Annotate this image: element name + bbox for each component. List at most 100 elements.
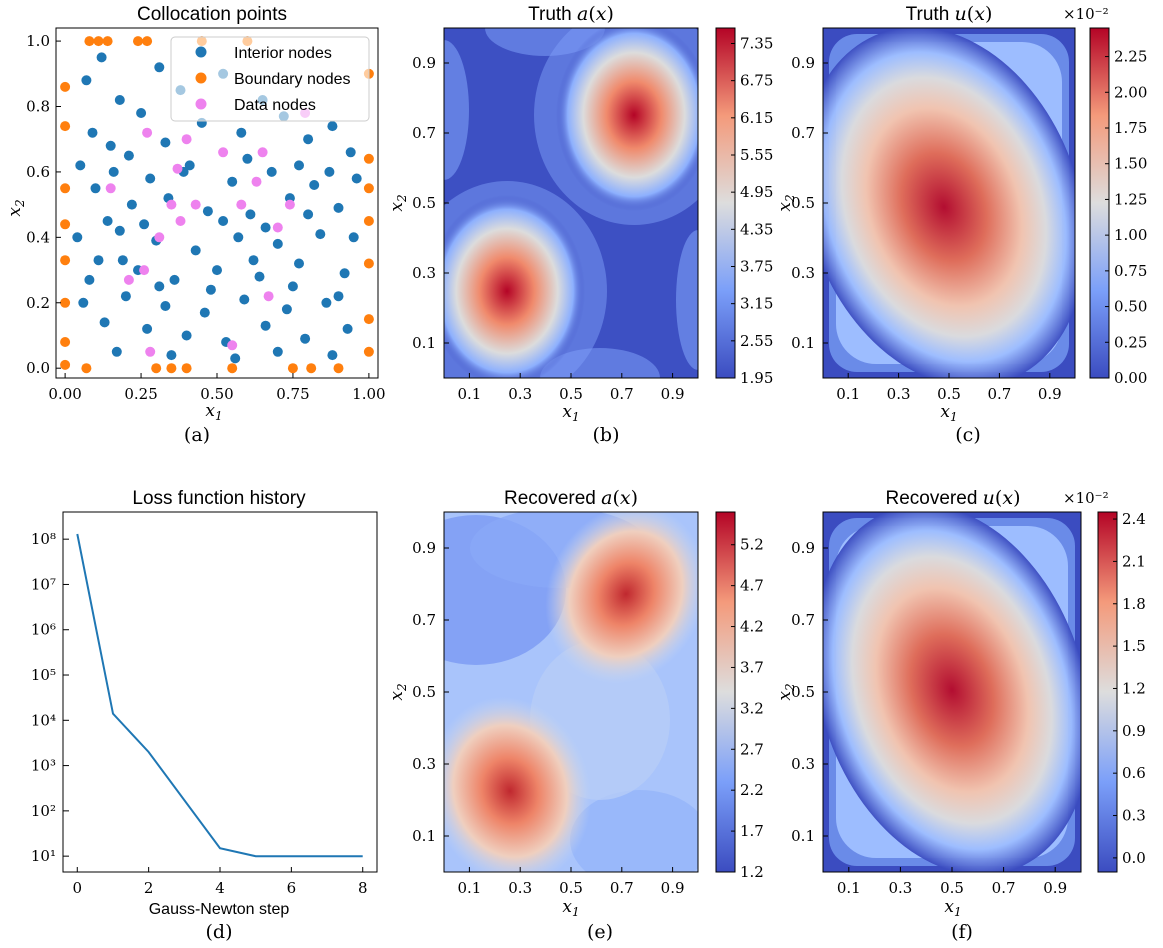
caption-d: (d): [206, 921, 233, 943]
chart-title-a: Collocation points: [137, 4, 287, 25]
colorbar-tick-label: 2.4: [1122, 510, 1146, 528]
scatter-point-interior-nodes: [160, 137, 171, 148]
scatter-point-interior-nodes: [327, 121, 338, 132]
scatter-point-interior-nodes: [108, 166, 119, 177]
scatter-point-interior-nodes: [315, 229, 326, 240]
scatter-point-interior-nodes: [126, 199, 137, 210]
chart-title-d: Loss function history: [132, 488, 306, 509]
x-tick-label: 0.9: [1043, 879, 1067, 897]
scale-label-c: ×10⁻²: [1063, 5, 1109, 23]
colorbar-tick-label: 5.2: [740, 536, 764, 554]
legend-marker-interior: [195, 46, 207, 58]
colorbar-tick-label: 2.55: [740, 332, 773, 350]
scatter-point-boundary-nodes: [363, 183, 374, 194]
colorbar-tick-label: 0.9: [1122, 722, 1146, 740]
scatter-point-boundary-nodes: [81, 363, 92, 374]
caption-b: (b): [593, 424, 620, 446]
scatter-point-data-nodes: [145, 346, 156, 357]
x-tick-label: 0.25: [124, 385, 157, 403]
caption-a: (a): [184, 424, 210, 446]
chart-title-c: Truth u(x): [906, 3, 993, 25]
heatmap-f: [823, 512, 1081, 872]
scatter-point-interior-nodes: [72, 232, 83, 243]
scatter-point-boundary-nodes: [133, 36, 143, 47]
scatter-point-data-nodes: [154, 232, 165, 243]
legend-marker-data: [195, 98, 207, 110]
scatter-point-interior-nodes: [120, 291, 131, 302]
y-tick-label: 0.9: [791, 54, 815, 72]
y-tick-label: 10⁶: [31, 621, 56, 639]
scatter-point-data-nodes: [175, 216, 186, 226]
x-tick-label: 0.7: [987, 385, 1011, 403]
colorbar-tick-label: 1.2: [740, 863, 764, 881]
scatter-point-boundary-nodes: [166, 363, 177, 374]
y-tick-label: 0.5: [412, 194, 436, 212]
y-tick-label: 0.5: [791, 194, 815, 212]
scatter-point-interior-nodes: [81, 75, 92, 86]
colorbar-tick-label: 4.7: [740, 577, 764, 595]
x-axis-label-f: x1: [944, 897, 961, 919]
panel-loss-history: Loss function history 0 2 4 6 8 10¹ 10² 10³ 10⁴ 1…: [31, 488, 378, 943]
y-tick-label: 0.7: [791, 611, 815, 629]
y-tick-label: 0.3: [791, 264, 815, 282]
chart-title-f: Recovered u(x): [886, 487, 1021, 509]
colorbar-tick-label: 0.0: [1122, 849, 1146, 867]
scatter-point-data-nodes: [227, 340, 238, 351]
y-tick-label: 0.1: [791, 334, 815, 352]
scatter-point-interior-nodes: [145, 173, 156, 184]
scatter-point-interior-nodes: [333, 291, 344, 302]
x-tick-label: 0.9: [1038, 385, 1062, 403]
colorbar-tick-label: 0.75: [1114, 262, 1147, 280]
y-tick-label: 10⁷: [31, 575, 56, 593]
x-tick-label: 0.7: [610, 385, 634, 403]
x-tick-label: 0: [72, 879, 82, 897]
loss-line: [76, 533, 363, 858]
scatter-point-data-nodes: [142, 127, 153, 138]
scatter-point-data-nodes: [139, 265, 150, 276]
scatter-point-interior-nodes: [345, 147, 356, 158]
x-tick-label: 8: [358, 879, 368, 897]
scatter-point-interior-nodes: [114, 225, 125, 236]
scatter-point-boundary-nodes: [142, 36, 153, 47]
panel-collocation-points: Collocation points Interior nodes Bounda…: [5, 4, 386, 446]
x-tick-label: 0.3: [508, 879, 532, 897]
colorbar-tick-label: 1.7: [740, 822, 764, 840]
scatter-point-interior-nodes: [260, 222, 271, 233]
scatter-point-boundary-nodes: [60, 81, 71, 92]
caption-e: (e): [587, 921, 613, 943]
scatter-point-boundary-nodes: [102, 36, 113, 47]
caption-f: (f): [951, 921, 973, 943]
scatter-point-interior-nodes: [142, 323, 153, 334]
scatter-point-boundary-nodes: [227, 363, 238, 374]
scatter-point-boundary-nodes: [363, 216, 374, 226]
scatter-point-boundary-nodes: [60, 121, 71, 132]
colorbar-tick-label: 0.6: [1122, 764, 1146, 782]
y-tick-label: 0.1: [412, 334, 436, 352]
scatter-point-data-nodes: [272, 222, 283, 233]
colorbar-f: [1097, 511, 1118, 873]
y-tick-label: 0.9: [791, 539, 815, 557]
x-axis-label-a: x1: [205, 401, 222, 423]
colorbar-tick-label: 1.95: [740, 369, 773, 387]
x-tick-label: 0.5: [940, 879, 964, 897]
scatter-point-interior-nodes: [266, 166, 277, 177]
scatter-point-boundary-nodes: [363, 314, 374, 325]
y-tick-label: 0.3: [412, 755, 436, 773]
scatter-point-interior-nodes: [169, 274, 180, 285]
legend-box: [170, 36, 370, 122]
y-tick-label: 0.3: [412, 264, 436, 282]
y-tick-label: 0.4: [26, 228, 50, 246]
x-tick-label: 0.1: [457, 385, 481, 403]
scatter-point-interior-nodes: [111, 346, 122, 357]
scatter-point-interior-nodes: [87, 127, 98, 138]
scatter-point-boundary-nodes: [363, 153, 374, 164]
scatter-point-data-nodes: [284, 199, 295, 210]
y-tick-label: 10²: [31, 802, 56, 820]
scatter-point-interior-nodes: [294, 258, 304, 269]
y-tick-label: 0.7: [791, 124, 815, 142]
scatter-point-interior-nodes: [242, 153, 253, 164]
colorbar-tick-label: 5.55: [740, 146, 773, 164]
scatter-point-interior-nodes: [75, 160, 86, 171]
colorbar-tick-label: 1.75: [1114, 119, 1147, 137]
